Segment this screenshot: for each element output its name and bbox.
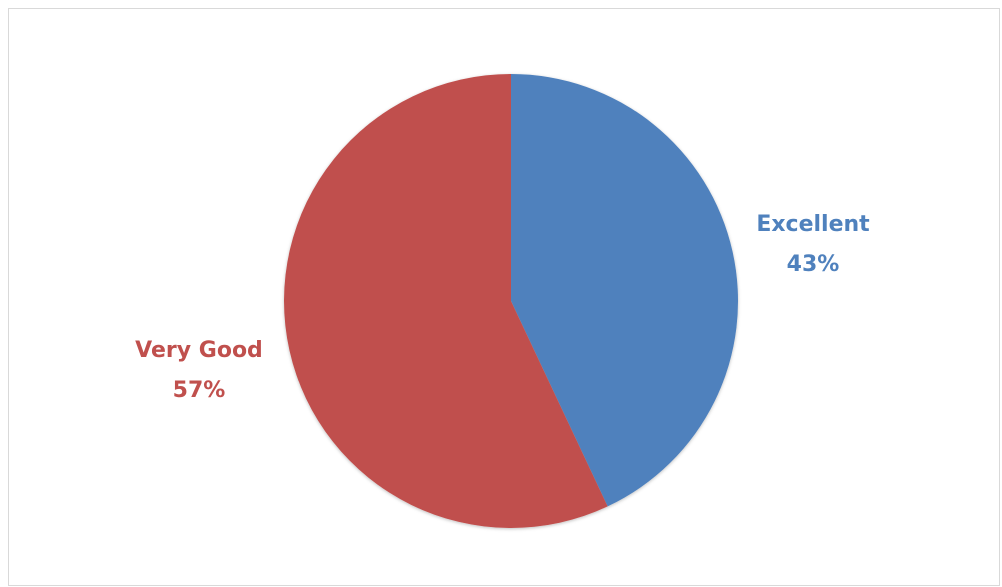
pie-slices: [284, 74, 739, 528]
slice-label-value: 43%: [787, 252, 840, 277]
pie-labels: Excellent 43% Very Good 57%: [135, 212, 870, 403]
pie-slice-excellent: [511, 74, 739, 507]
pie-chart: Excellent 43% Very Good 57%: [135, 74, 870, 528]
chart-area: Excellent 43% Very Good 57%: [8, 8, 1000, 586]
slice-label-name: Excellent: [756, 212, 870, 237]
slice-label-name: Very Good: [135, 338, 263, 363]
slice-label-value: 57%: [173, 378, 226, 403]
pie-slice-very-good: [284, 74, 608, 528]
